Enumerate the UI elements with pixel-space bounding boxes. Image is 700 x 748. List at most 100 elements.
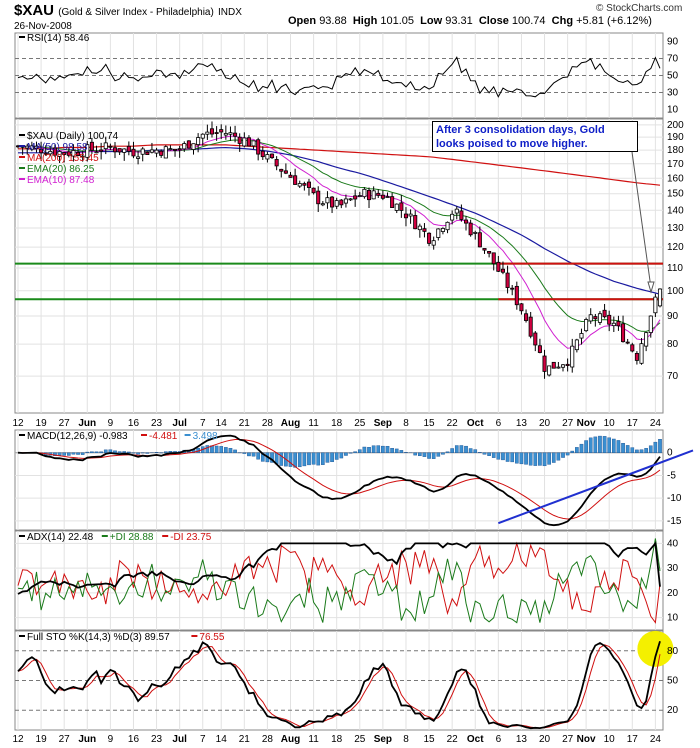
candle — [173, 148, 178, 157]
candle — [306, 178, 311, 196]
macd-histogram-bar — [579, 443, 584, 453]
xtick-label: 17 — [627, 418, 639, 429]
candle-body — [260, 150, 265, 158]
candle-body — [431, 240, 436, 246]
macd-histogram-bar — [524, 452, 528, 465]
sto-legend-swatch — [191, 635, 198, 637]
candle — [200, 133, 205, 146]
xtick-label: 28 — [262, 418, 274, 429]
candle-body — [408, 213, 413, 217]
candle — [112, 142, 118, 159]
candle-body — [454, 208, 459, 214]
xtick-label-bottom: 13 — [516, 734, 528, 745]
candle-body — [519, 303, 524, 312]
macd-histogram-bar — [390, 448, 394, 453]
macd-histogram-bar — [644, 448, 648, 453]
chg-value: +5.81 (+6.12%) — [576, 15, 652, 27]
candle-body — [112, 147, 118, 153]
candle-body — [103, 142, 108, 150]
macd-histogram-bar — [482, 452, 487, 455]
macd-histogram-bar — [311, 452, 316, 465]
candle — [505, 265, 510, 294]
sto-legend-label: Full STO %K(14,3) %D(3) 89.57 — [27, 632, 170, 643]
macd-histogram-bar — [551, 452, 556, 463]
candle-body — [630, 344, 635, 352]
macd-histogram-bar — [71, 452, 76, 455]
xtick-label: 16 — [128, 418, 140, 429]
candle — [621, 315, 626, 343]
xtick-label-bottom: 7 — [200, 734, 206, 745]
macd-histogram-bar — [385, 445, 390, 453]
macd-histogram-bar — [242, 452, 247, 454]
candle — [551, 361, 556, 369]
price-legend-label: $XAU (Daily) 100.74 — [27, 131, 119, 142]
candle — [427, 232, 432, 247]
xtick-label-bottom: Jul — [172, 734, 187, 745]
macd-line — [17, 434, 661, 527]
macd-ytick-label: 0 — [667, 448, 673, 459]
macd-histogram-bar — [561, 452, 565, 458]
macd-histogram-bar — [496, 452, 501, 460]
minus-di-line — [17, 541, 661, 624]
candle-body — [427, 232, 432, 244]
macd-histogram-bar — [565, 452, 570, 456]
candle — [52, 144, 57, 158]
xtick-label-bottom: 12 — [12, 734, 24, 745]
macd-histogram-bar — [473, 449, 478, 453]
candle — [80, 150, 85, 162]
candle — [283, 163, 288, 175]
candle — [34, 141, 39, 153]
candle — [487, 251, 492, 258]
candle-body — [173, 148, 178, 151]
adx-line — [17, 541, 661, 595]
macd-histogram-bar — [381, 445, 385, 453]
xtick-label-bottom: 19 — [36, 734, 48, 745]
candle-body — [228, 132, 233, 135]
macd-histogram-bar — [427, 452, 431, 459]
macd-histogram-bar — [145, 452, 150, 454]
xtick-label: 21 — [239, 418, 251, 429]
candle — [163, 145, 168, 159]
candle — [547, 365, 552, 377]
macd-histogram-bar — [279, 452, 284, 466]
candle-body — [186, 140, 191, 149]
candle-body — [343, 198, 348, 204]
candle — [149, 142, 154, 154]
macd-histogram-bar — [418, 452, 422, 457]
xtick-label-bottom: 14 — [216, 734, 228, 745]
macd-ytick-label: -15 — [667, 516, 682, 527]
macd-legend-swatch — [141, 434, 147, 436]
candle — [593, 313, 598, 327]
price-legend-label: EMA(10) 87.48 — [27, 175, 95, 186]
candle-body — [648, 315, 653, 333]
candle-body — [584, 319, 589, 332]
candle-body — [205, 131, 210, 135]
candle — [334, 197, 339, 210]
rsi-line — [17, 56, 661, 98]
candle — [293, 168, 298, 185]
macd-histogram-bar — [542, 452, 547, 467]
candle-body — [634, 352, 639, 361]
price-ytick-label: 130 — [667, 223, 684, 234]
candle-body — [371, 190, 376, 200]
candle — [39, 141, 44, 161]
candle-body — [279, 168, 284, 172]
xtick-label-bottom: 16 — [128, 734, 140, 745]
close-value: 100.74 — [511, 15, 546, 27]
macd-legend-swatch — [19, 434, 25, 436]
macd-histogram-bar — [57, 452, 62, 456]
candle-body — [579, 333, 584, 339]
candle — [519, 303, 524, 315]
candle-body — [196, 137, 201, 145]
candle-body — [611, 322, 616, 327]
macd-legend-label: 3.498 — [193, 431, 218, 442]
candle-body — [468, 222, 473, 236]
candle — [537, 338, 542, 354]
candle-body — [168, 148, 173, 151]
candle — [228, 126, 233, 141]
macd-histogram-bar — [570, 450, 575, 453]
candle-body — [251, 140, 256, 147]
candle-body — [621, 323, 626, 343]
candle — [145, 151, 150, 155]
candle — [524, 309, 529, 323]
